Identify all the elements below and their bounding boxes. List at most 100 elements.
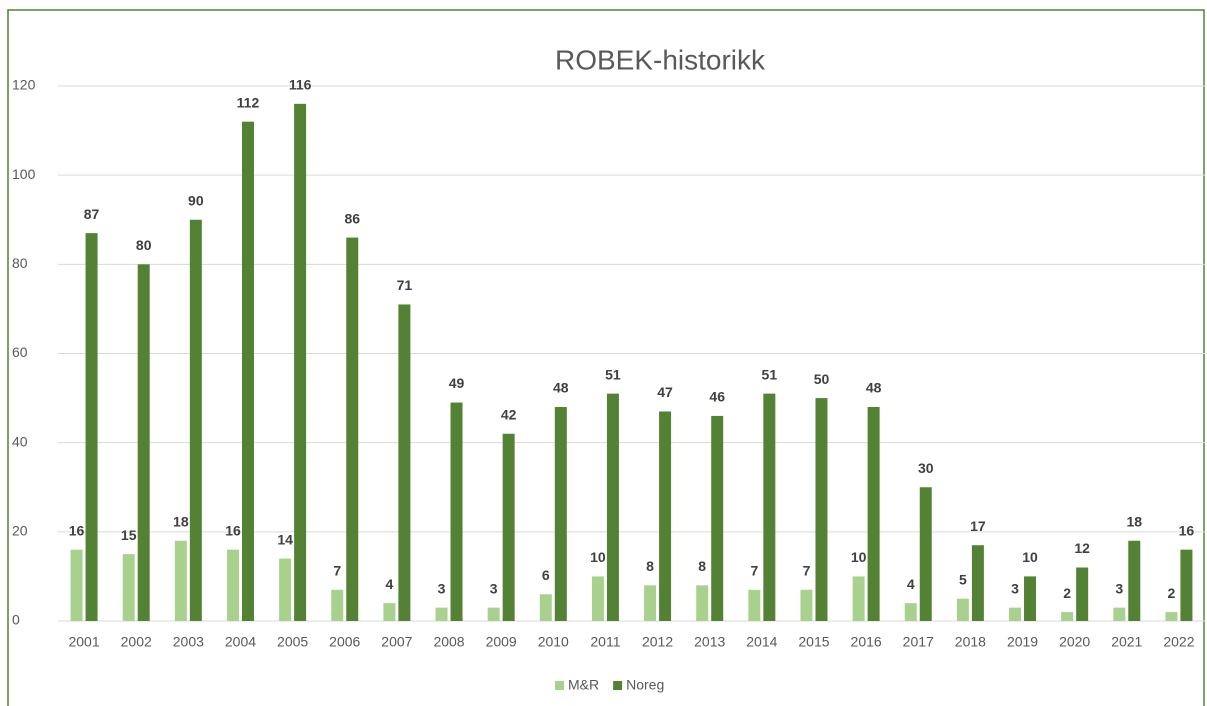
data-label: 4 — [385, 576, 393, 592]
y-tick-label: 40 — [12, 433, 28, 449]
bar — [137, 264, 150, 621]
bar — [450, 402, 463, 621]
data-label: 6 — [542, 567, 550, 583]
y-tick-label: 20 — [12, 523, 28, 539]
x-tick-label: 2012 — [642, 634, 673, 650]
bar — [696, 585, 709, 621]
x-tick-label: 2015 — [798, 634, 829, 650]
y-tick-label: 0 — [12, 612, 20, 628]
x-tick-label: 2002 — [121, 634, 152, 650]
bar — [435, 607, 448, 621]
bar — [1076, 567, 1089, 621]
legend-swatch — [555, 681, 564, 690]
y-tick-label: 60 — [12, 344, 28, 360]
bar — [606, 393, 619, 621]
data-label: 3 — [1011, 580, 1019, 596]
bar — [748, 589, 761, 621]
bar — [487, 607, 500, 621]
data-label: 2 — [1168, 585, 1176, 601]
data-label: 50 — [814, 371, 830, 387]
data-label: 10 — [851, 549, 867, 565]
bar — [1128, 540, 1141, 621]
chart-title: ROBEK-historikk — [555, 44, 766, 75]
bar — [398, 304, 411, 621]
data-label: 86 — [344, 210, 360, 226]
data-label: 8 — [698, 558, 706, 574]
bar — [659, 411, 672, 621]
bar — [294, 103, 307, 622]
bar — [346, 237, 359, 622]
data-label: 90 — [188, 192, 204, 208]
bar — [852, 576, 865, 621]
bar — [1061, 612, 1074, 621]
legend-swatch — [613, 681, 623, 690]
chart-frame — [7, 9, 1205, 706]
bar — [1024, 576, 1037, 621]
x-tick-label: 2009 — [486, 634, 517, 650]
bar — [956, 598, 969, 621]
bar — [189, 219, 202, 621]
bar — [1180, 549, 1193, 621]
x-tick-label: 2017 — [903, 634, 934, 650]
bar — [331, 589, 344, 621]
x-tick-label: 2010 — [538, 634, 569, 650]
bar — [539, 594, 552, 621]
data-label: 48 — [553, 380, 569, 396]
x-tick-label: 2018 — [955, 634, 986, 650]
data-label: 51 — [762, 366, 778, 382]
data-label: 14 — [277, 531, 293, 547]
data-label: 71 — [397, 277, 413, 293]
bar — [971, 545, 984, 621]
data-label: 4 — [907, 576, 915, 592]
data-label: 3 — [1115, 580, 1123, 596]
x-tick-label: 2008 — [433, 634, 464, 650]
bar — [591, 576, 604, 621]
bar — [919, 487, 932, 621]
bar — [241, 121, 254, 622]
data-label: 7 — [750, 562, 758, 578]
x-tick-label: 2011 — [590, 634, 620, 650]
data-label: 5 — [959, 571, 967, 587]
x-tick-label: 2016 — [851, 634, 882, 650]
data-label: 48 — [866, 380, 882, 396]
y-tick-label: 100 — [12, 166, 36, 182]
bar — [1113, 607, 1126, 621]
bar — [711, 415, 724, 621]
data-label: 2 — [1063, 585, 1071, 601]
bar — [800, 589, 813, 621]
x-tick-label: 2013 — [694, 634, 725, 650]
data-label: 3 — [490, 580, 498, 596]
data-label: 10 — [1022, 549, 1038, 565]
data-label: 112 — [237, 94, 260, 110]
bar — [867, 407, 880, 621]
bar — [554, 407, 567, 621]
data-label: 18 — [173, 513, 189, 529]
bar — [279, 558, 292, 621]
x-tick-label: 2003 — [173, 634, 204, 650]
data-label: 3 — [438, 580, 446, 596]
bar — [85, 233, 98, 621]
x-tick-label: 2006 — [329, 634, 360, 650]
data-label: 17 — [970, 518, 986, 534]
legend-label: M&R — [568, 677, 599, 693]
y-tick-label: 120 — [12, 77, 36, 93]
bar — [122, 554, 135, 621]
data-label: 87 — [84, 206, 100, 222]
x-tick-label: 2014 — [746, 634, 777, 650]
bar — [644, 585, 657, 621]
data-label: 16 — [1179, 522, 1195, 538]
x-tick-label: 2005 — [277, 634, 308, 650]
data-label: 7 — [333, 562, 341, 578]
x-tick-label: 2004 — [225, 634, 256, 650]
y-tick-label: 80 — [12, 255, 28, 271]
bar — [502, 433, 515, 621]
bar — [763, 393, 776, 621]
x-tick-label: 2020 — [1059, 634, 1090, 650]
data-label: 18 — [1127, 513, 1143, 529]
data-label: 46 — [709, 389, 725, 405]
data-label: 7 — [803, 562, 811, 578]
bar — [70, 549, 83, 621]
x-tick-label: 2021 — [1111, 634, 1142, 650]
data-label: 47 — [657, 384, 673, 400]
